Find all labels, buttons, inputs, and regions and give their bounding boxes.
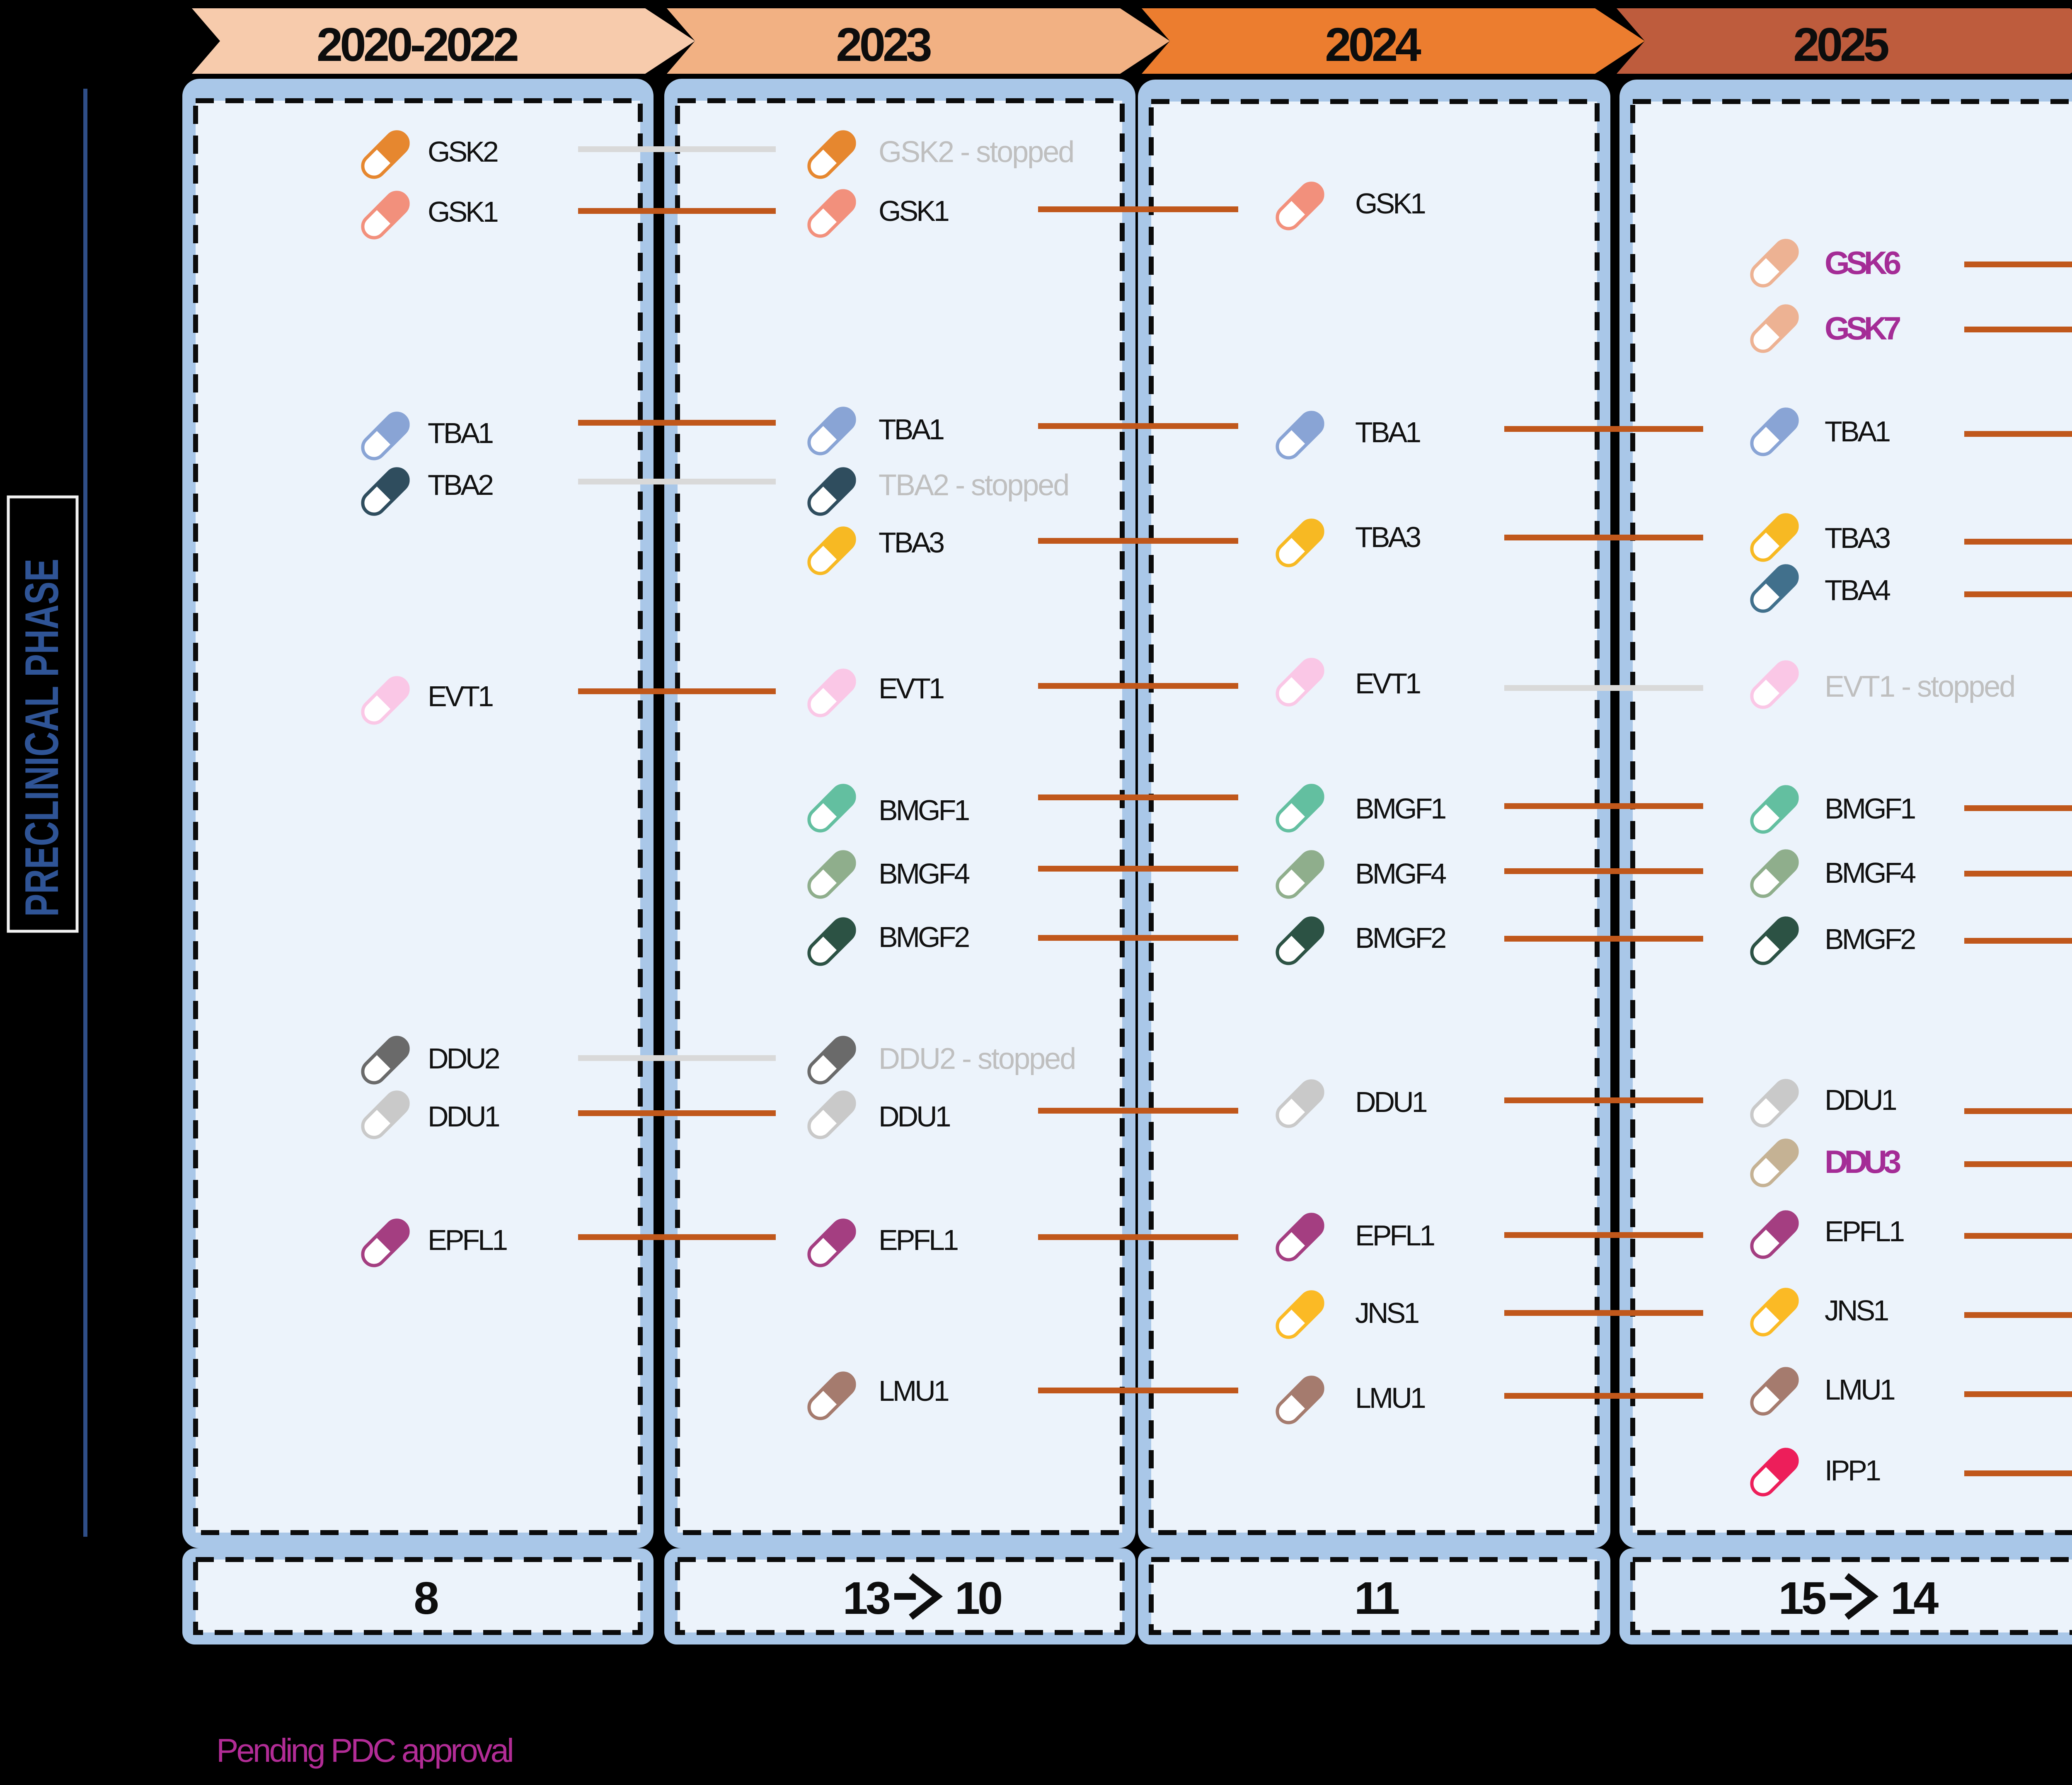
svg-text:LMU1: LMU1 — [1355, 1382, 1425, 1414]
svg-text:BMGF2: BMGF2 — [1355, 922, 1445, 954]
svg-text:TBA2 - stopped: TBA2 - stopped — [879, 469, 1068, 502]
svg-text:BMGF4: BMGF4 — [1825, 857, 1915, 889]
svg-text:BMGF2: BMGF2 — [1825, 923, 1915, 955]
svg-text:DDU1: DDU1 — [1355, 1086, 1427, 1118]
svg-text:2020-2022: 2020-2022 — [317, 19, 518, 71]
svg-text:EPFL1: EPFL1 — [428, 1224, 507, 1256]
svg-text:TBA3: TBA3 — [879, 526, 944, 559]
svg-text:JNS1: JNS1 — [1355, 1297, 1418, 1329]
svg-text:DDU1: DDU1 — [879, 1100, 950, 1133]
svg-text:BMGF1: BMGF1 — [1355, 792, 1445, 825]
svg-text:LMU1: LMU1 — [879, 1375, 949, 1407]
svg-text:2024: 2024 — [1325, 19, 1421, 71]
svg-text:EVT1: EVT1 — [1355, 667, 1420, 700]
svg-text:2023: 2023 — [836, 19, 931, 71]
svg-text:BMGF1: BMGF1 — [1825, 792, 1915, 825]
svg-text:15: 15 — [1779, 1573, 1826, 1624]
svg-text:DDU3: DDU3 — [1825, 1143, 1900, 1180]
svg-text:TBA1: TBA1 — [1825, 415, 1890, 448]
svg-text:GSK1: GSK1 — [879, 195, 949, 227]
svg-text:DDU1: DDU1 — [428, 1100, 499, 1133]
svg-text:TBA1: TBA1 — [879, 413, 944, 446]
svg-text:GSK1: GSK1 — [428, 196, 498, 228]
svg-text:BMGF4: BMGF4 — [1355, 857, 1446, 890]
svg-text:TBA1: TBA1 — [428, 417, 493, 449]
svg-text:GSK2: GSK2 — [428, 136, 498, 168]
svg-text:DDU2: DDU2 — [428, 1042, 499, 1075]
svg-text:BMGF4: BMGF4 — [879, 857, 969, 890]
svg-text:LMU1: LMU1 — [1825, 1373, 1895, 1406]
svg-text:EVT1: EVT1 — [428, 680, 493, 712]
svg-text:11: 11 — [1354, 1573, 1399, 1624]
svg-text:Pending PDC approval: Pending PDC approval — [216, 1732, 512, 1769]
svg-text:EVT1 - stopped: EVT1 - stopped — [1825, 670, 2014, 703]
svg-text:2025: 2025 — [1793, 19, 1888, 71]
svg-text:GSK1: GSK1 — [1355, 187, 1425, 220]
svg-text:14: 14 — [1890, 1573, 1939, 1624]
svg-text:EPFL1: EPFL1 — [1355, 1219, 1434, 1252]
svg-text:BMGF2: BMGF2 — [879, 921, 969, 953]
svg-text:10: 10 — [955, 1573, 1001, 1624]
svg-text:EPFL1: EPFL1 — [879, 1224, 958, 1256]
svg-text:TBA2: TBA2 — [428, 469, 493, 501]
svg-text:DDU2 - stopped: DDU2 - stopped — [879, 1042, 1075, 1075]
svg-text:IPP1: IPP1 — [1825, 1454, 1880, 1487]
svg-text:EPFL1: EPFL1 — [1825, 1215, 1904, 1247]
svg-text:EVT1: EVT1 — [879, 672, 944, 705]
svg-text:GSK6: GSK6 — [1825, 245, 1900, 281]
svg-text:TBA1: TBA1 — [1355, 416, 1420, 448]
svg-text:DDU1: DDU1 — [1825, 1084, 1896, 1116]
svg-text:TBA3: TBA3 — [1355, 521, 1420, 553]
svg-text:JNS1: JNS1 — [1825, 1294, 1888, 1327]
svg-text:PRECLINICAL PHASE: PRECLINICAL PHASE — [16, 559, 68, 917]
svg-text:8: 8 — [414, 1573, 438, 1624]
svg-text:TBA3: TBA3 — [1825, 522, 1890, 554]
svg-text:GSK2 - stopped: GSK2 - stopped — [879, 136, 1073, 169]
svg-text:BMGF1: BMGF1 — [879, 794, 969, 826]
svg-text:13: 13 — [843, 1573, 890, 1624]
svg-text:TBA4: TBA4 — [1825, 574, 1890, 606]
svg-text:GSK7: GSK7 — [1825, 310, 1900, 346]
